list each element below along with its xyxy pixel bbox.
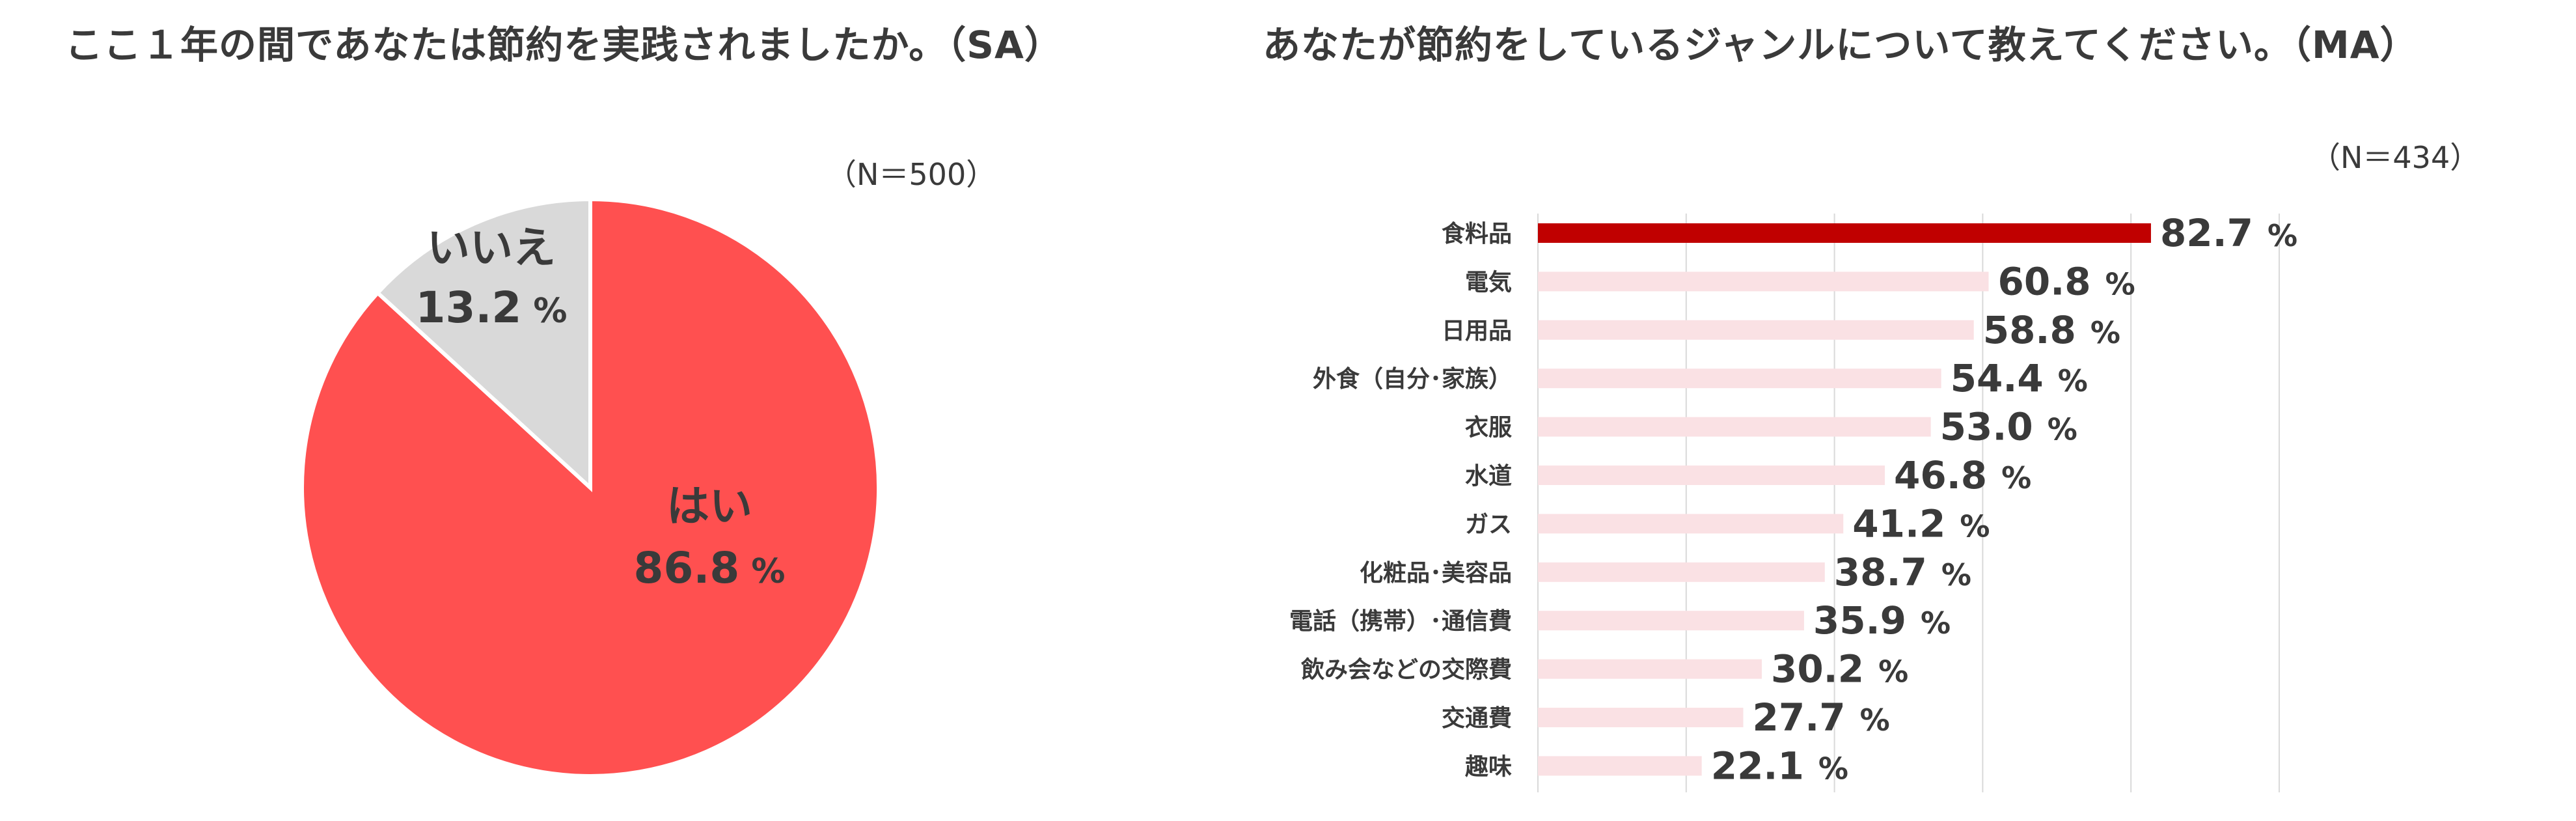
category-label-4: 衣服 <box>1465 415 1512 441</box>
pie-slice-1 <box>375 197 592 492</box>
value-label-6: 41.2% <box>1852 501 1990 546</box>
category-label-6: ガス <box>1465 511 1512 538</box>
pie-chart-title: ここ１年の間であなたは節約を実践されましたか。（SA） <box>65 23 1063 67</box>
bar-4 <box>1538 417 1931 437</box>
category-label-11: 趣味 <box>1465 753 1512 780</box>
bar-9 <box>1538 659 1762 679</box>
value-label-3: 54.4% <box>1951 356 2088 400</box>
value-label-4: 53.0% <box>1940 405 2077 449</box>
pie-slice-value-1: 13.2% <box>416 283 568 333</box>
value-label-10: 27.7% <box>1753 695 1890 740</box>
value-label-5: 46.8% <box>1894 453 2031 497</box>
value-label-8: 35.9% <box>1813 598 1951 643</box>
category-label-7: 化粧品･美容品 <box>1360 560 1512 587</box>
bar-8 <box>1538 611 1804 631</box>
bar-2 <box>1538 320 1974 340</box>
category-label-10: 交通費 <box>1442 704 1512 732</box>
category-label-2: 日用品 <box>1442 318 1512 344</box>
bar-sample-size: （N＝434） <box>2310 140 2480 175</box>
pie-sample-size: （N＝500） <box>827 157 996 192</box>
value-label-1: 60.8% <box>1998 259 2135 303</box>
value-label-11: 22.1% <box>1711 744 1848 788</box>
bar-0 <box>1538 223 2151 243</box>
category-label-1: 電気 <box>1465 269 1512 296</box>
bar-1 <box>1538 271 1989 292</box>
bar-10 <box>1538 708 1744 727</box>
category-label-0: 食料品 <box>1442 221 1512 247</box>
pie-slice-label-1: いいえ <box>427 223 556 273</box>
category-label-8: 電話（携帯）･通信費 <box>1289 608 1512 635</box>
bar-7 <box>1538 562 1825 582</box>
bar-chart-title: あなたが節約をしているジャンルについて教えてください。（MA） <box>1263 23 2418 67</box>
bar-11 <box>1538 756 1702 776</box>
bar-5 <box>1538 466 1885 485</box>
pie-slice-value-0: 86.8% <box>634 543 786 593</box>
category-label-5: 水道 <box>1465 463 1512 490</box>
value-label-0: 82.7% <box>2160 211 2297 255</box>
category-label-3: 外食（自分･家族） <box>1313 366 1512 393</box>
pie-chart: はい 86.8 % いいえ 13.2% <box>300 197 881 778</box>
value-label-7: 38.7% <box>1834 550 1971 594</box>
pie-slice-label-0: はい <box>666 481 752 531</box>
bar-6 <box>1538 514 1844 534</box>
bar-3 <box>1538 369 1941 389</box>
pie-slice-0 <box>300 197 881 778</box>
value-label-9: 30.2% <box>1771 647 1908 691</box>
value-label-2: 58.8% <box>1983 308 2120 352</box>
category-label-9: 飲み会などの交際費 <box>1301 656 1512 684</box>
